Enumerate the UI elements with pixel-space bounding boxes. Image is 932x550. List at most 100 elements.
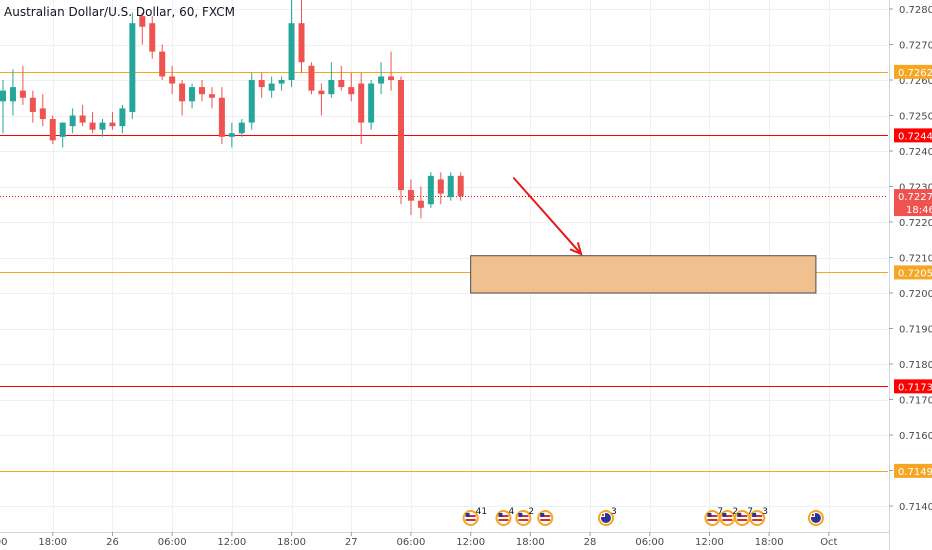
last-price-bg [894,189,932,217]
candle-body [169,76,176,84]
level-label-text: 0.72623 [898,68,932,79]
candle-body [398,80,404,191]
flag-stripe [707,519,718,521]
level-label-bg [894,64,932,79]
us-flag-event-icon[interactable]: 2 [515,507,534,526]
trend-arrow-shaft[interactable] [512,176,582,255]
time-axis[interactable]: 12:00 18:00 26 06:00 12:00 18:00 27 06:00 12:00 1… [0,532,889,550]
candle-body [129,23,136,112]
flag-canton [722,513,727,517]
candle-bear [179,80,186,116]
candle-bear [348,72,355,102]
au-flag-event-icon[interactable] [807,510,824,526]
level-label-0.72623[interactable]: 0.72623 [894,64,932,79]
level-label-0.71499[interactable]: 0.71499 [894,463,932,478]
economic-events[interactable]: 41 4 2 3 7 2 7 3 [462,507,824,526]
candle-bull [248,72,255,130]
candle-bear [437,172,444,205]
candle-body [318,90,325,95]
candle-bull [278,76,285,91]
us-flag-event-icon[interactable]: 41 [462,507,487,526]
time-tick-label: 28 [584,537,597,548]
target-zone[interactable] [470,255,817,294]
candle-body [0,90,6,102]
candle-bear [457,172,464,201]
flag-stripe [540,519,551,521]
candle-body [49,119,56,141]
us-flag-event-icon[interactable]: 4 [495,507,514,526]
candle-bull [119,104,126,134]
candle-bear [79,104,86,127]
candle-body [258,80,265,88]
candle-body [19,90,26,98]
candle-body [89,122,96,130]
flag-stripe [465,519,476,521]
flag-canton [752,513,757,517]
candle-body [149,23,156,52]
candle-bull [427,172,434,208]
arrow-layer[interactable] [512,176,583,256]
level-label-text: 0.71737 [898,382,932,393]
flag-canton [737,513,742,517]
time-tick-label: 06:00 [397,537,426,548]
us-flag-event-icon[interactable]: 3 [749,507,768,526]
candle-body [437,179,444,194]
time-axis-bg [0,532,889,550]
level-label-0.72444[interactable]: 0.72444 [894,128,932,143]
level-label-0.72058[interactable]: 0.72058 [894,265,932,280]
event-count: 7 [717,507,723,517]
candle-body [218,97,225,137]
candle-body [407,190,414,201]
candle-bear [149,16,156,59]
last-price-label[interactable]: 0.72273 18:46 [894,189,932,217]
us-flag-event-icon[interactable] [537,510,554,526]
event-count: 2 [732,507,738,517]
flag-stripe [722,519,733,521]
candle-bear [417,186,424,219]
flag-canton [465,513,470,517]
candle-body [189,87,196,102]
candle-bear [318,83,325,116]
candle-bear [208,87,215,109]
flag-stripe [752,515,763,517]
level-label-text: 0.72444 [898,131,932,142]
candle-bull [268,76,275,98]
time-tick-label: 18:00 [277,537,306,548]
candle-bull [59,122,66,148]
candle-body [59,122,66,137]
flag-stripe [498,515,509,517]
level-label-0.71737[interactable]: 0.71737 [894,379,932,394]
time-tick-label: 18:00 [516,537,545,548]
target-zone-layer[interactable] [470,255,817,294]
candle-bear [388,51,395,91]
flag-canton [540,513,545,517]
candle-bear [407,179,414,215]
event-count: 7 [747,507,753,517]
candle-bull [129,12,136,120]
candle-bear [218,87,225,144]
us-flag-event-icon[interactable]: 7 [734,507,753,526]
candle-body [368,83,375,123]
time-tick-label: 18:00 [755,537,784,548]
us-flag-event-icon[interactable]: 7 [704,507,723,526]
time-tick-label: 06:00 [635,537,664,548]
us-flag-event-icon[interactable]: 2 [719,507,738,526]
flag-stripe [707,515,718,517]
time-tick-label: Oct [820,537,837,548]
au-flag-event-icon[interactable]: 3 [597,507,617,526]
flag-cross [811,514,814,516]
candle-bear [109,111,116,130]
candle-body [238,122,245,134]
trend-arrow-head[interactable] [569,242,583,256]
candle-body [99,122,106,130]
candle-bear [19,65,26,105]
candle-bear [159,44,166,80]
flag-stripe [518,515,529,517]
candle-body [348,87,355,95]
